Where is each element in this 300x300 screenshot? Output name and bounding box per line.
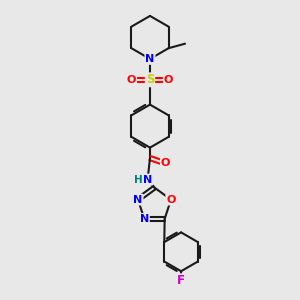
Text: O: O (127, 75, 136, 85)
Text: O: O (164, 75, 173, 85)
Text: O: O (161, 158, 170, 168)
Text: O: O (166, 195, 176, 205)
Text: H: H (134, 175, 142, 184)
Text: N: N (140, 214, 149, 224)
Text: F: F (177, 274, 185, 287)
Text: N: N (134, 195, 142, 205)
Text: N: N (143, 175, 152, 184)
Text: S: S (146, 73, 154, 86)
Text: N: N (146, 54, 154, 64)
